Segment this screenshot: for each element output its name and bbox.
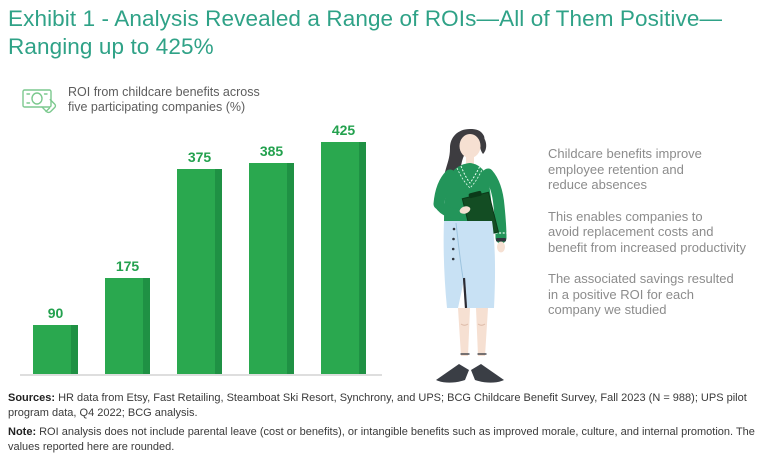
chart-legend-label: ROI from childcare benefits across five p… [68, 85, 260, 115]
bar-group: 375 [177, 149, 222, 374]
note-label: Note: [8, 426, 37, 438]
text-line: benefit from increased productivity [548, 239, 746, 255]
text-line: Childcare benefits improve [548, 146, 702, 161]
right-hand [497, 241, 505, 253]
bar [321, 142, 366, 374]
insight-paragraph: Childcare benefits improve employee reten… [548, 146, 768, 193]
bar-group: 425 [321, 122, 366, 374]
blue-skirt [443, 221, 496, 309]
sources-text: HR data from Etsy, Fast Retailing, Steam… [8, 392, 747, 419]
bar [249, 163, 294, 374]
text-line: company we studied [548, 302, 667, 317]
text-line: The associated savings resulted [548, 271, 734, 286]
bar-value-label: 385 [259, 143, 284, 159]
bar-value-label: 375 [187, 149, 212, 165]
text-line: in a positive ROI for each [548, 286, 694, 302]
neck [466, 154, 474, 166]
bar [105, 278, 150, 374]
roi-bar-chart: 90 175 375 385 425 [20, 122, 382, 376]
sources-note: Sources: HR data from Etsy, Fast Retailin… [8, 391, 762, 421]
bar-value-label: 425 [331, 122, 356, 138]
text-line: employee retention and [548, 161, 684, 177]
sources-label: Sources: [8, 392, 56, 404]
bar [33, 325, 78, 374]
chart-legend: ROI from childcare benefits across five p… [21, 85, 260, 123]
bar-group: 175 [105, 258, 150, 374]
face [459, 134, 481, 158]
banknote-in-hand-icon [22, 89, 57, 114]
shoes [436, 353, 504, 383]
text-line: Ranging up to 425% [8, 34, 214, 59]
text-line: Exhibit 1 - Analysis Revealed a Range of… [8, 6, 723, 31]
insight-paragraphs: Childcare benefits improve employee reten… [548, 146, 768, 334]
legs [458, 308, 488, 356]
bar-value-label: 175 [115, 258, 140, 274]
bar-value-label: 90 [47, 305, 64, 321]
exhibit-title: Exhibit 1 - Analysis Revealed a Range of… [8, 5, 760, 61]
text-line: five participating companies (%) [68, 100, 246, 114]
text-line: avoid replacement costs and [548, 224, 714, 239]
note-text: ROI analysis does not include parental l… [8, 426, 755, 453]
collar-stitching [460, 165, 481, 184]
text-line: reduce absences [548, 177, 648, 192]
left-hand [459, 206, 471, 214]
footnote: Note: ROI analysis does not include paren… [8, 425, 762, 455]
bar-group: 385 [249, 143, 294, 374]
text-line: This enables companies to [548, 208, 703, 224]
insight-paragraph: The associated savings resulted in a posi… [548, 271, 768, 318]
insight-paragraph: This enables companies to avoid replaceme… [548, 209, 768, 256]
businesswoman-illustration [433, 129, 507, 383]
text-line: ROI from childcare benefits across [68, 85, 260, 99]
bar [177, 169, 222, 374]
bar-group: 90 [33, 305, 78, 374]
watch [496, 238, 506, 242]
